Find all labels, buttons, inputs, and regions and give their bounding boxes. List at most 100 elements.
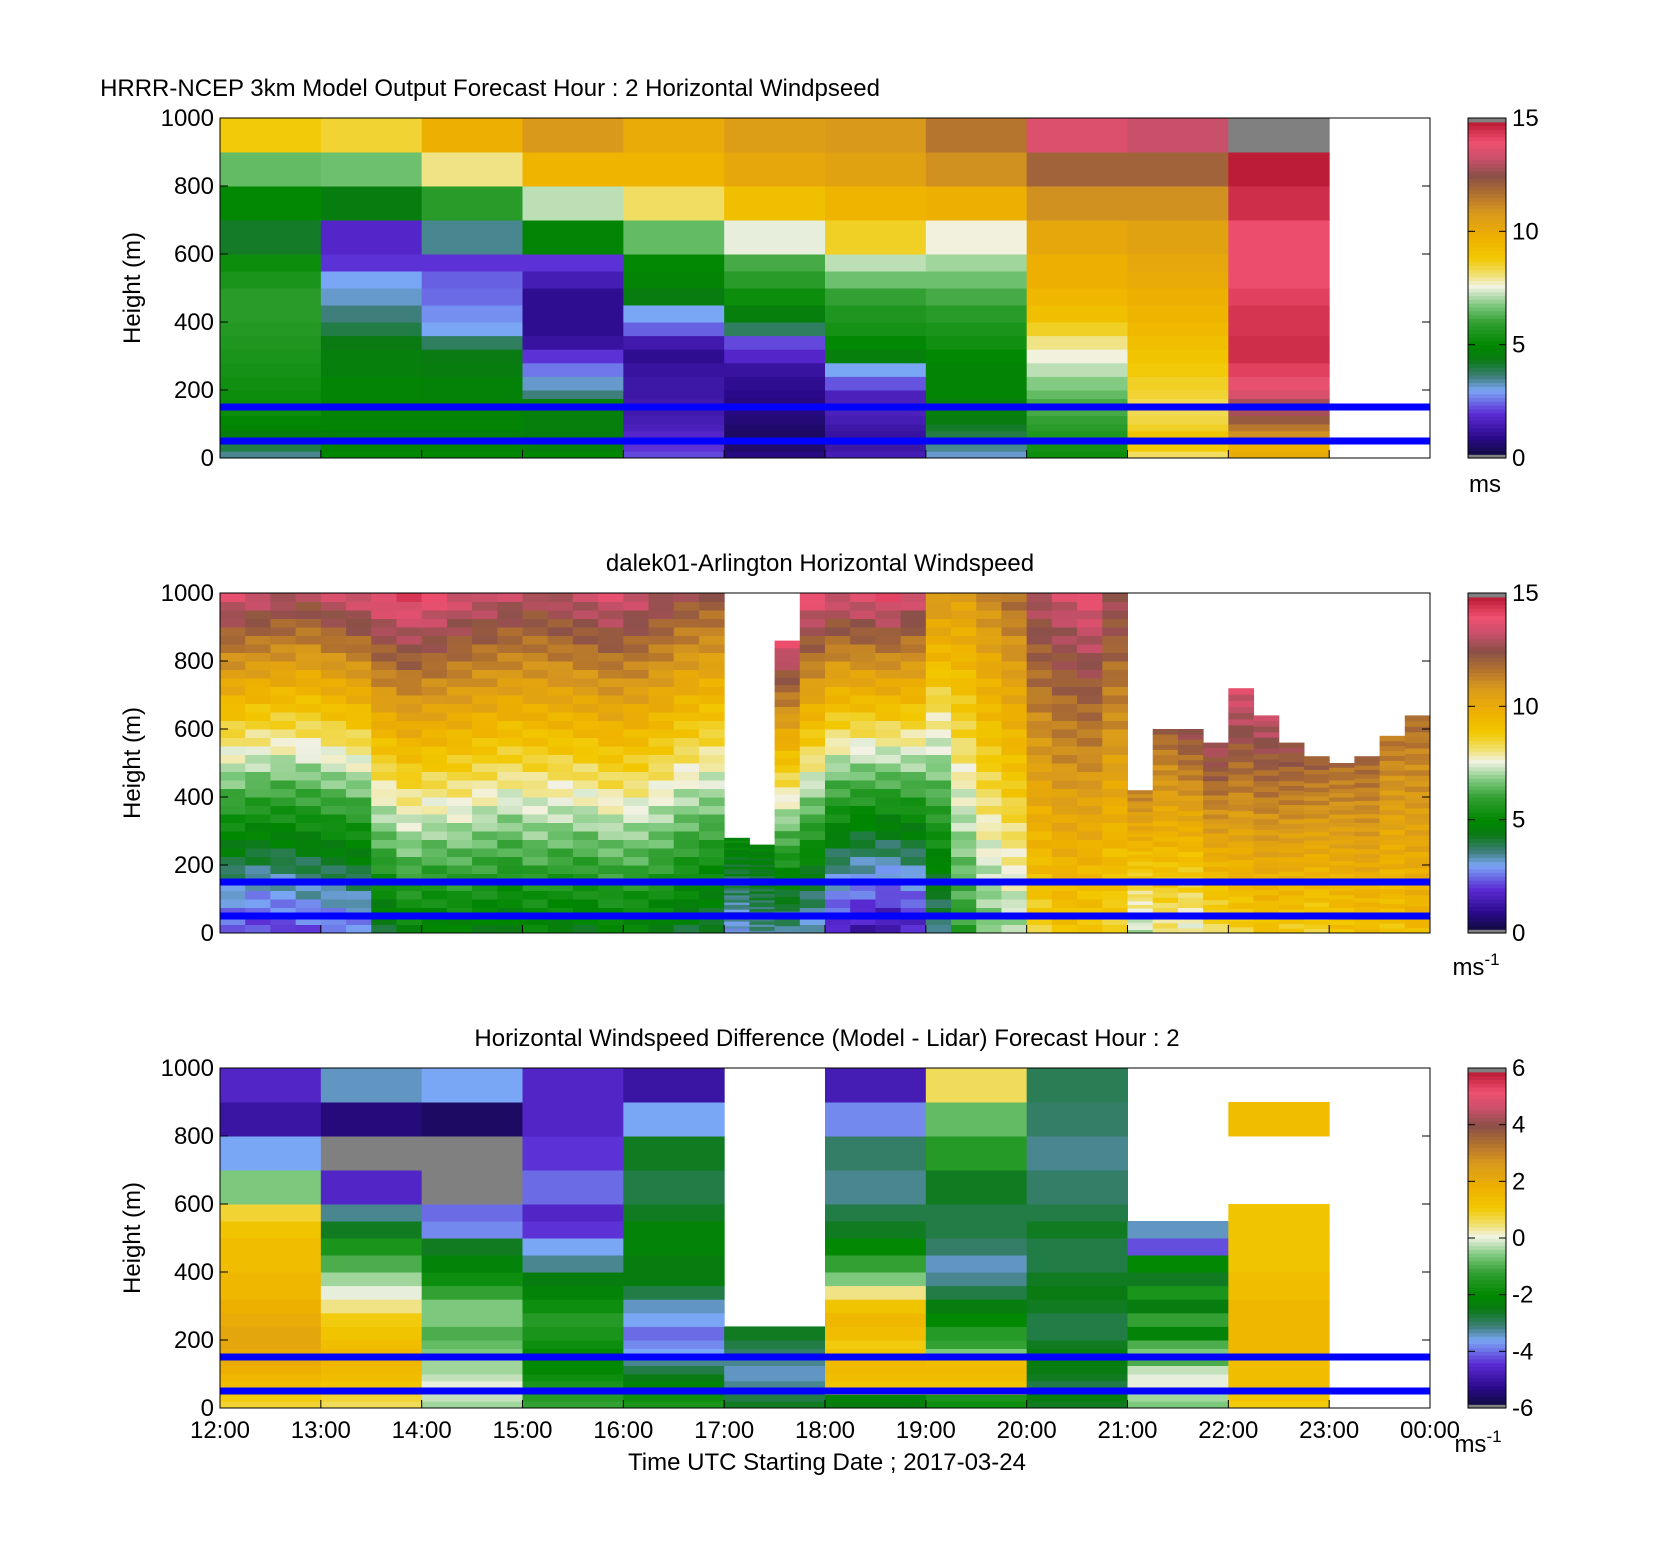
colorbar-swatch	[1468, 1147, 1506, 1152]
heatmap-cell	[1077, 601, 1103, 611]
heatmap-cell	[1379, 888, 1406, 895]
heatmap-cell	[648, 780, 675, 789]
heatmap-cell	[623, 601, 650, 611]
heatmap-cell	[976, 720, 1002, 730]
heatmap-cell	[900, 686, 927, 696]
heatmap-cell	[925, 1272, 1028, 1287]
heatmap-cell	[951, 712, 977, 721]
heatmap-cell	[220, 856, 246, 866]
heatmap-cell	[446, 805, 473, 815]
heatmap-cell	[547, 593, 574, 602]
heatmap-cell	[648, 831, 675, 840]
heatmap-cell	[270, 754, 297, 764]
heatmap-cell	[1001, 822, 1028, 832]
heatmap-cell	[825, 1102, 927, 1137]
colorbar-swatch	[1468, 1136, 1506, 1141]
heatmap-cell	[1102, 610, 1128, 619]
heatmap-cell	[547, 712, 574, 721]
y-tick-label: 0	[201, 445, 214, 472]
colorbar-swatch	[1468, 914, 1506, 919]
heatmap-cell	[396, 644, 423, 653]
heatmap-cell	[1379, 859, 1406, 865]
heatmap-cell	[976, 627, 1002, 636]
heatmap-cell	[1051, 746, 1078, 755]
heatmap-cell	[497, 703, 523, 713]
colorbar-swatch	[1468, 1086, 1506, 1092]
heatmap-cell	[522, 754, 549, 764]
heatmap-cell	[1329, 814, 1355, 819]
heatmap-cell	[320, 322, 423, 337]
colorbar-swatch	[1468, 1211, 1506, 1216]
heatmap-cell	[497, 593, 523, 602]
heatmap-cell	[421, 152, 523, 187]
heatmap-cell	[623, 1312, 725, 1327]
heatmap-cell	[598, 737, 624, 747]
heatmap-cell	[1203, 833, 1229, 839]
heatmap-cell	[1379, 868, 1406, 875]
heatmap-cell	[673, 899, 700, 908]
heatmap-cell	[698, 771, 725, 781]
heatmap-cell	[774, 867, 801, 876]
heatmap-cell	[1379, 824, 1406, 830]
heatmap-cell	[1051, 771, 1078, 781]
heatmap-cell	[1026, 220, 1128, 255]
heatmap-cell	[1152, 749, 1179, 755]
heatmap-cell	[1051, 873, 1078, 883]
heatmap-cell	[1102, 593, 1128, 602]
heatmap-cell	[1102, 652, 1128, 662]
heatmap-cell	[1278, 899, 1305, 905]
heatmap-cell	[925, 1204, 1028, 1222]
heatmap-cell	[976, 873, 1002, 883]
heatmap-cell	[1026, 1068, 1128, 1103]
heatmap-cell	[623, 1380, 725, 1389]
heatmap-cell	[371, 873, 397, 883]
heatmap-cell	[220, 118, 322, 153]
heatmap-cell	[850, 729, 876, 738]
heatmap-cell	[320, 430, 423, 439]
heatmap-cell	[1001, 618, 1028, 628]
heatmap-cell	[295, 865, 322, 874]
colorbar-swatch	[1468, 1215, 1506, 1220]
colorbar-swatch	[1468, 910, 1506, 915]
heatmap-cell	[270, 729, 297, 738]
heatmap-cell	[1102, 831, 1128, 840]
heatmap-cell	[320, 362, 423, 377]
colorbar-swatch	[1468, 744, 1506, 749]
heatmap-cell	[497, 882, 523, 891]
heatmap-cell	[825, 1312, 927, 1327]
heatmap-cell	[623, 398, 725, 408]
heatmap-cell	[1077, 593, 1103, 602]
heatmap-cell	[1051, 737, 1078, 747]
heatmap-cell	[1026, 856, 1053, 866]
heatmap-cell	[1051, 661, 1078, 670]
heatmap-cell	[320, 349, 423, 364]
heatmap-cell	[825, 1255, 927, 1273]
colorbar-swatch	[1468, 144, 1506, 149]
heatmap-cell	[522, 424, 624, 432]
heatmap-cell	[951, 856, 977, 866]
heatmap-cell	[698, 737, 725, 747]
heatmap-cell	[320, 865, 347, 874]
heatmap-cell	[1026, 335, 1128, 350]
heatmap-cell	[749, 924, 776, 927]
heatmap-cell	[1001, 652, 1028, 662]
heatmap-cell	[1026, 1272, 1128, 1287]
heatmap-cell	[547, 865, 574, 874]
heatmap-cell	[1203, 794, 1229, 801]
heatmap-cell	[925, 1312, 1028, 1327]
heatmap-cell	[925, 746, 952, 755]
heatmap-cell	[421, 737, 448, 747]
heatmap-cell	[1102, 899, 1128, 908]
heatmap-cell	[673, 924, 700, 934]
heatmap-cell	[925, 349, 1028, 364]
heatmap-cell	[951, 848, 977, 857]
colorbar-swatch	[1468, 1351, 1506, 1356]
heatmap-cell	[1077, 729, 1103, 738]
heatmap-cell	[925, 1221, 1028, 1239]
heatmap-cell	[673, 601, 700, 611]
colorbar-swatch	[1468, 1098, 1506, 1103]
heatmap-cell	[875, 737, 902, 747]
heatmap-cell	[572, 652, 599, 662]
heatmap-cell	[724, 894, 750, 898]
heatmap-cell	[648, 652, 675, 662]
